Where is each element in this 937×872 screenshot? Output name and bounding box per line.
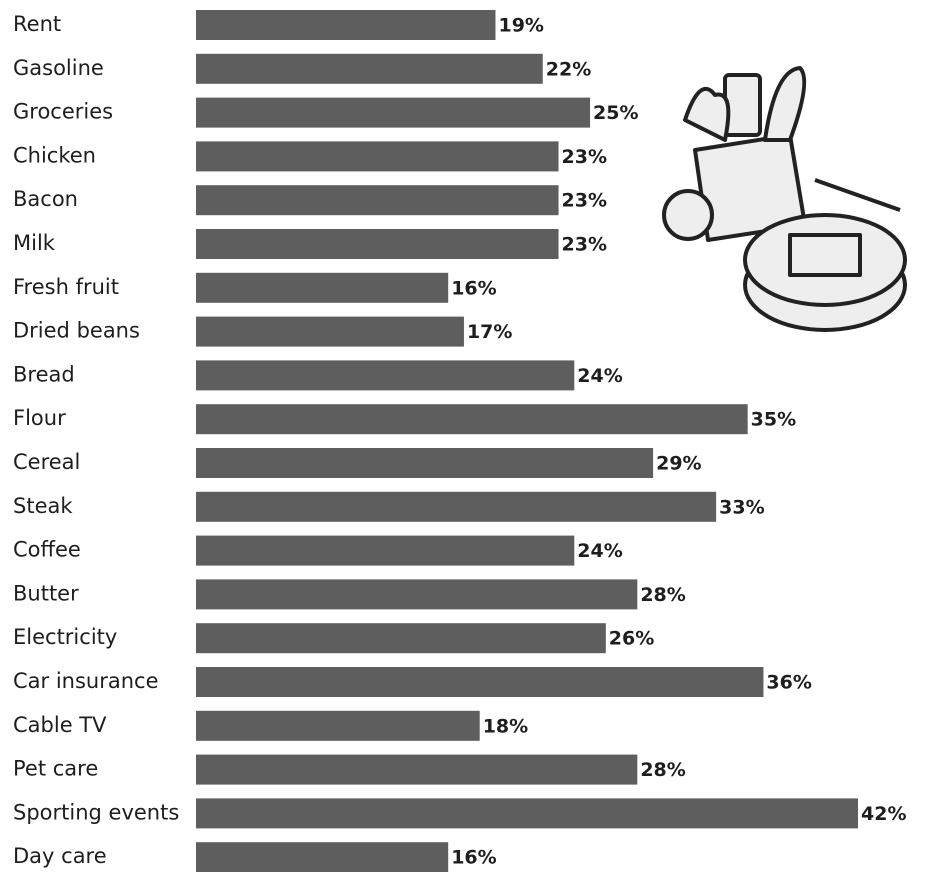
bar [196, 535, 575, 566]
value-label: 24% [577, 540, 622, 562]
category-label: Bread [13, 362, 75, 386]
category-label: Groceries [13, 100, 113, 124]
bar [196, 623, 606, 654]
value-label: 33% [719, 496, 764, 518]
category-label: Rent [13, 12, 61, 36]
category-label: Car insurance [13, 669, 159, 693]
value-label: 42% [861, 803, 906, 825]
bar [196, 185, 559, 216]
value-label: 36% [766, 672, 811, 694]
value-label: 28% [640, 759, 685, 781]
value-label: 16% [451, 277, 496, 299]
value-label: 23% [562, 190, 607, 212]
bar [196, 316, 464, 347]
value-label: 24% [577, 365, 622, 387]
value-label: 26% [609, 628, 654, 650]
bar [196, 404, 748, 435]
bar [196, 229, 559, 259]
bar [196, 448, 654, 478]
value-label: 16% [451, 847, 496, 869]
illustration [662, 66, 907, 332]
category-label: Dried beans [13, 319, 140, 343]
bar [196, 141, 559, 172]
value-label: 23% [562, 146, 607, 168]
category-label: Butter [13, 581, 79, 605]
value-label: 22% [546, 58, 591, 80]
value-label: 17% [467, 321, 512, 343]
category-label: Day care [13, 844, 107, 868]
bar [196, 491, 717, 522]
bar [196, 10, 496, 40]
bar [196, 579, 638, 610]
bar [196, 97, 591, 128]
category-label: Pet care [13, 757, 98, 781]
category-label: Flour [13, 406, 66, 430]
category-label: Cable TV [13, 713, 107, 737]
value-label: 23% [562, 234, 607, 256]
bar [196, 798, 858, 829]
category-label: Fresh fruit [13, 275, 119, 299]
bar [196, 710, 480, 741]
category-label: Coffee [13, 538, 81, 562]
bar [196, 667, 764, 697]
value-label: 25% [593, 102, 638, 124]
category-label: Chicken [13, 143, 96, 167]
bar [196, 53, 543, 84]
bar [196, 272, 449, 303]
category-label: Bacon [13, 187, 78, 211]
bar [196, 842, 449, 872]
category-label: Electricity [13, 625, 117, 649]
value-label: 19% [498, 15, 543, 37]
category-label: Steak [13, 494, 73, 518]
category-label: Cereal [13, 450, 80, 474]
category-label: Milk [13, 231, 56, 255]
bar [196, 754, 638, 785]
category-label: Gasoline [13, 56, 104, 80]
value-label: 35% [751, 409, 796, 431]
value-label: 28% [640, 584, 685, 606]
value-label: 18% [483, 715, 528, 737]
value-label: 29% [656, 453, 701, 475]
category-label: Sporting events [13, 800, 179, 824]
bar [196, 360, 575, 391]
